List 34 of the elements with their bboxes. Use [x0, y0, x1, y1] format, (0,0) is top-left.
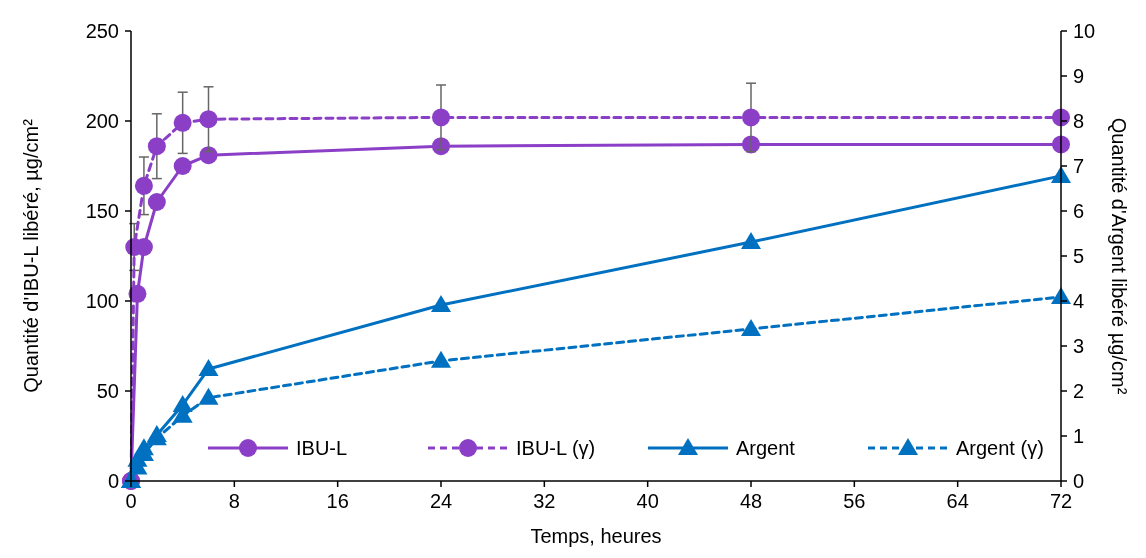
y2-axis-title: Quantité d'Argent libéré µg/cm²: [1108, 117, 1130, 395]
y2-tick-label: 9: [1073, 65, 1085, 87]
y2-tick-label: 7: [1073, 155, 1085, 177]
legend-label: IBU-L: [296, 437, 348, 459]
y-tick-label: 0: [107, 470, 119, 492]
y-axis-title: Quantité d'IBU-L libéré, µg/cm²: [20, 118, 42, 393]
y2-tick-label: 8: [1073, 110, 1085, 132]
y2-tick-label: 10: [1073, 20, 1096, 42]
x-tick-label: 48: [739, 490, 763, 512]
y2-tick-label: 1: [1073, 425, 1085, 447]
x-tick-label: 72: [1049, 490, 1073, 512]
x-tick-label: 8: [228, 490, 240, 512]
y2-tick-label: 6: [1073, 200, 1085, 222]
x-tick-label: 0: [125, 490, 137, 512]
y-tick-label: 150: [85, 200, 119, 222]
x-tick-label: 64: [946, 490, 969, 512]
x-tick-label: 24: [429, 490, 453, 512]
x-tick-label: 56: [843, 490, 866, 512]
y-tick-label: 200: [85, 110, 119, 132]
legend-label: Argent (γ): [956, 437, 1044, 459]
x-tick-label: 40: [636, 490, 659, 512]
y-tick-label: 50: [96, 380, 119, 402]
x-tick-label: 16: [326, 490, 349, 512]
y2-tick-label: 2: [1073, 380, 1085, 402]
y2-tick-label: 3: [1073, 335, 1085, 357]
x-tick-label: 32: [533, 490, 556, 512]
y-tick-label: 250: [85, 20, 119, 42]
y2-tick-label: 4: [1073, 290, 1085, 312]
legend-label: IBU-L (γ): [516, 437, 596, 459]
y2-tick-label: 5: [1073, 245, 1085, 267]
y2-tick-label: 0: [1073, 470, 1085, 492]
y-tick-label: 100: [85, 290, 119, 312]
legend-label: Argent: [736, 437, 796, 459]
x-axis-title: Temps, heures: [530, 525, 662, 547]
